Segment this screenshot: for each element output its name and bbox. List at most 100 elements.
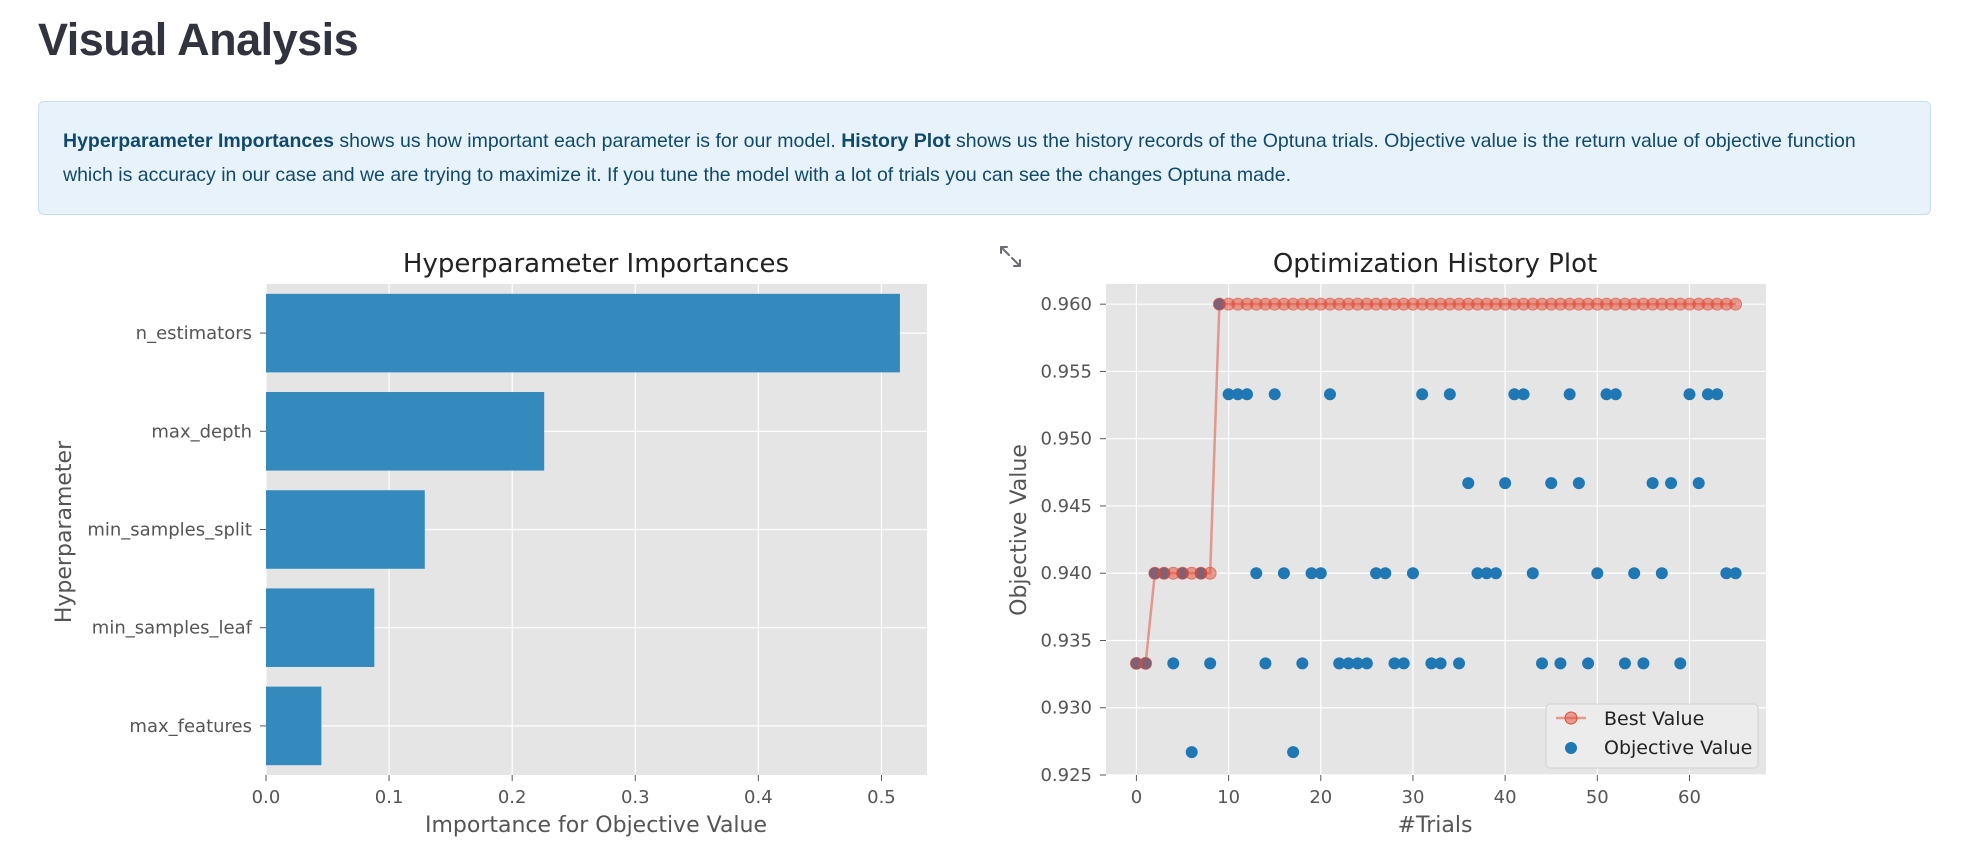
importance-chart: Hyperparameter Importances n_estimatorsm… <box>52 249 927 838</box>
objective-point <box>1572 477 1585 490</box>
objective-point <box>1416 388 1429 401</box>
objective-point <box>1545 477 1558 490</box>
best-value-point <box>1139 656 1153 670</box>
objective-point <box>1204 657 1217 670</box>
objective-point <box>1388 657 1401 670</box>
x-tick-label: 20 <box>1309 787 1332 808</box>
objective-point <box>1720 567 1733 580</box>
bar-max_features <box>266 686 322 766</box>
expand-arrows-icon[interactable] <box>998 244 1024 270</box>
y-tick-label: 0.960 <box>1040 294 1092 315</box>
objective-point <box>1434 657 1447 670</box>
objective-point <box>1287 746 1300 759</box>
objective-point <box>1674 657 1687 670</box>
x-tick-label: 0.2 <box>498 787 527 808</box>
y-tick-label: n_estimators <box>136 323 252 344</box>
objective-point <box>1692 477 1705 490</box>
chart-title: Optimization History Plot <box>1273 249 1597 279</box>
objective-point <box>1222 388 1235 401</box>
objective-point <box>1480 567 1493 580</box>
objective-point <box>1351 657 1364 670</box>
objective-point <box>1517 388 1530 401</box>
y-axis-label: Objective Value <box>1007 444 1032 616</box>
objective-point <box>1323 388 1336 401</box>
y-tick-label: 0.925 <box>1040 765 1092 786</box>
info-alert: Hyperparameter Importances shows us how … <box>38 101 1931 215</box>
objective-point <box>1241 388 1254 401</box>
legend-best-marker <box>1564 711 1578 725</box>
objective-point <box>1618 657 1631 670</box>
objective-point <box>1167 657 1180 670</box>
objective-point <box>1259 657 1272 670</box>
legend-box <box>1545 703 1759 769</box>
x-tick-label: 30 <box>1402 787 1425 808</box>
objective-point <box>1250 567 1263 580</box>
objective-point <box>1471 567 1484 580</box>
x-tick-label: 0.0 <box>252 787 281 808</box>
objective-point <box>1333 657 1346 670</box>
objective-point <box>1185 746 1198 759</box>
objective-point <box>1526 567 1539 580</box>
y-tick-label: 0.940 <box>1040 563 1092 584</box>
y-tick-label: max_depth <box>151 421 252 442</box>
objective-point <box>1231 388 1244 401</box>
y-tick-label: 0.930 <box>1040 698 1092 719</box>
y-tick-label: min_samples_split <box>87 520 252 541</box>
plot-area <box>1106 284 1766 775</box>
objective-point <box>1554 657 1567 670</box>
objective-point <box>1425 657 1438 670</box>
objective-point <box>1277 567 1290 580</box>
objective-point <box>1711 388 1724 401</box>
objective-point <box>1683 388 1696 401</box>
objective-point <box>1655 567 1668 580</box>
objective-point <box>1637 657 1650 670</box>
objective-point <box>1563 388 1576 401</box>
bar-min_samples_leaf <box>266 588 375 667</box>
objective-point <box>1462 477 1475 490</box>
objective-point <box>1536 657 1549 670</box>
objective-point <box>1379 567 1392 580</box>
objective-point <box>1406 567 1419 580</box>
objective-point <box>1646 477 1659 490</box>
legend-best-label: Best Value <box>1604 708 1704 730</box>
x-tick-label: 50 <box>1586 787 1609 808</box>
legend-objective-marker <box>1565 742 1577 754</box>
legend-objective-label: Objective Value <box>1604 737 1752 759</box>
page-title: Visual Analysis <box>38 14 359 65</box>
info-text-importances: shows us how important each parameter is… <box>333 130 842 152</box>
objective-point <box>1665 477 1678 490</box>
x-tick-label: 0.3 <box>621 787 650 808</box>
objective-point <box>1397 657 1410 670</box>
chart-title: Hyperparameter Importances <box>403 249 789 279</box>
objective-point <box>1582 657 1595 670</box>
objective-point <box>1370 567 1383 580</box>
info-text-history: shows us the history records of the Optu… <box>63 130 1856 186</box>
bar-n_estimators <box>266 293 900 373</box>
objective-point <box>1360 657 1373 670</box>
objective-point <box>1600 388 1613 401</box>
objective-point <box>1453 657 1466 670</box>
x-tick-label: 0.4 <box>744 787 773 808</box>
x-tick-label: 0 <box>1131 787 1142 808</box>
y-tick-label: 0.935 <box>1040 630 1092 651</box>
y-tick-label: min_samples_leaf <box>92 618 253 639</box>
y-tick-label: 0.955 <box>1040 361 1092 382</box>
history-chart: Optimization History Plot 0.925 0.930 0.93… <box>1007 249 1766 838</box>
x-axis-label: #Trials <box>1398 813 1473 838</box>
best-value-point <box>1203 566 1217 580</box>
y-tick-label: 0.945 <box>1040 496 1092 517</box>
bar-max_depth <box>266 392 545 471</box>
objective-point <box>1729 567 1742 580</box>
best-value-point <box>1729 297 1743 311</box>
y-tick-label: 0.950 <box>1040 429 1092 450</box>
objective-point <box>1628 567 1641 580</box>
x-tick-label: 60 <box>1678 787 1701 808</box>
y-axis-label: Hyperparameter <box>52 440 77 623</box>
objective-point <box>1609 388 1622 401</box>
objective-point <box>1314 567 1327 580</box>
bar-min_samples_split <box>266 490 425 569</box>
y-tick-label: max_features <box>129 716 252 737</box>
objective-point <box>1443 388 1456 401</box>
objective-point <box>1268 388 1281 401</box>
x-tick-label: 0.1 <box>375 787 404 808</box>
